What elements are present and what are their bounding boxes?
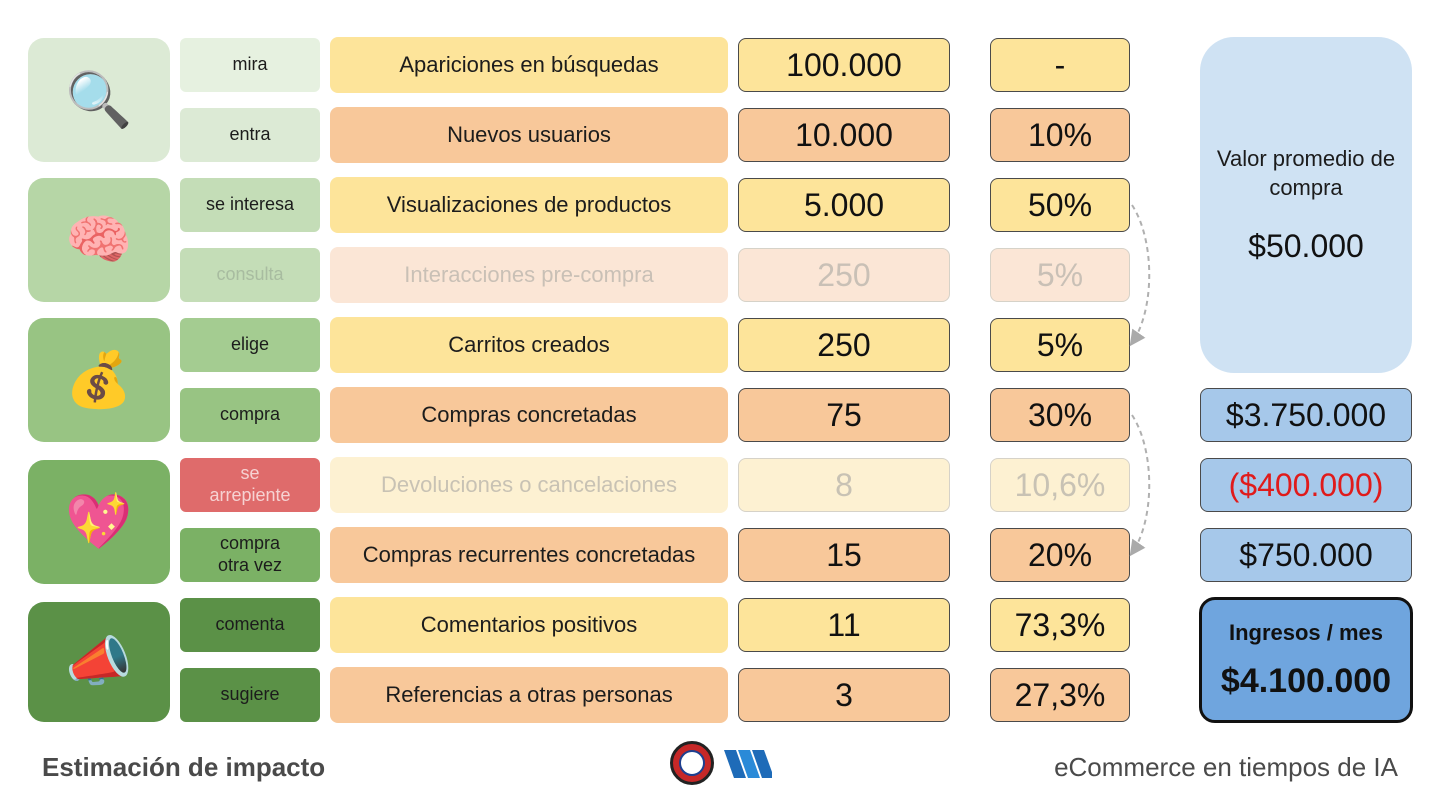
verb-compra-otra-vez: compra otra vez xyxy=(180,528,320,582)
verb-elige: elige xyxy=(180,318,320,372)
brand-logo-m xyxy=(724,750,772,778)
value-compras: 75 xyxy=(738,388,950,442)
value-comentarios: 11 xyxy=(738,598,950,652)
verb-mira: mira xyxy=(180,38,320,92)
verb-comenta: comenta xyxy=(180,598,320,652)
footer-title: Estimación de impacto xyxy=(42,752,326,782)
search-group: 🔍 xyxy=(28,38,170,162)
pct-interacciones: 5% xyxy=(990,248,1130,302)
label-visualizaciones: Visualizaciones de productos xyxy=(330,177,728,233)
value-apariciones: 100.000 xyxy=(738,38,950,92)
value-compras-recurrentes: 15 xyxy=(738,528,950,582)
value-visualizaciones: 5.000 xyxy=(738,178,950,232)
monthly-income-box: Ingresos / mes $4.100.000 xyxy=(1199,597,1413,723)
label-referencias: Referencias a otras personas xyxy=(330,667,728,723)
pct-apariciones: - xyxy=(990,38,1130,92)
pct-devoluciones: 10,6% xyxy=(990,458,1130,512)
value-referencias: 3 xyxy=(738,668,950,722)
sales-total: $3.750.000 xyxy=(1200,388,1412,442)
pct-nuevos-usuarios: 10% xyxy=(990,108,1130,162)
label-nuevos-usuarios: Nuevos usuarios xyxy=(330,107,728,163)
monthly-income-label: Ingresos / mes xyxy=(1228,619,1384,645)
loyalty-group: 💖 xyxy=(28,460,170,584)
footer-subtitle: eCommerce en tiempos de IA xyxy=(1054,752,1398,782)
pct-referencias: 27,3% xyxy=(990,668,1130,722)
verb-compra: compra xyxy=(180,388,320,442)
verb-consulta: consulta xyxy=(180,248,320,302)
label-comentarios: Comentarios positivos xyxy=(330,597,728,653)
verb-sugiere: sugiere xyxy=(180,668,320,722)
verb-entra: entra xyxy=(180,108,320,162)
brand-logo-circle xyxy=(670,741,714,785)
value-carritos: 250 xyxy=(738,318,950,372)
verb-se-interesa: se interesa xyxy=(180,178,320,232)
recurring-total: $750.000 xyxy=(1200,528,1412,582)
value-devoluciones: 8 xyxy=(738,458,950,512)
purchase-group: 💰 xyxy=(28,318,170,442)
pct-compras-recurrentes: 20% xyxy=(990,528,1130,582)
pct-visualizaciones: 50% xyxy=(990,178,1130,232)
label-carritos: Carritos creados xyxy=(330,317,728,373)
verb-se-arrepiente: se arrepiente xyxy=(180,458,320,512)
money-bag-icon: 💰 xyxy=(65,350,133,410)
sparkling-heart-icon: 💖 xyxy=(65,492,133,552)
returns-total: ($400.000) xyxy=(1200,458,1412,512)
magnifying-glass-icon: 🔍 xyxy=(65,70,133,130)
brand-logo-inner xyxy=(679,750,705,776)
average-purchase-value: $50.000 xyxy=(1248,228,1364,265)
label-interacciones: Interacciones pre-compra xyxy=(330,247,728,303)
monthly-income-value: $4.100.000 xyxy=(1220,661,1392,700)
arrow-visualizaciones-to-carritos xyxy=(1129,204,1151,347)
label-apariciones: Apariciones en búsquedas xyxy=(330,37,728,93)
value-interacciones: 250 xyxy=(738,248,950,302)
megaphone-icon: 📣 xyxy=(65,632,133,692)
pct-carritos: 5% xyxy=(990,318,1130,372)
interest-group: 🧠 xyxy=(28,178,170,302)
pct-compras: 30% xyxy=(990,388,1130,442)
label-devoluciones: Devoluciones o cancelaciones xyxy=(330,457,728,513)
brain-icon: 🧠 xyxy=(65,210,133,270)
average-purchase-panel: Valor promedio de compra $50.000 xyxy=(1200,37,1412,373)
label-compras-recurrentes: Compras recurrentes concretadas xyxy=(330,527,728,583)
pct-comentarios: 73,3% xyxy=(990,598,1130,652)
label-compras: Compras concretadas xyxy=(330,387,728,443)
advocacy-group: 📣 xyxy=(28,602,170,722)
average-purchase-label: Valor promedio de compra xyxy=(1216,145,1396,200)
arrow-compras-to-recurrentes xyxy=(1129,414,1151,557)
value-nuevos-usuarios: 10.000 xyxy=(738,108,950,162)
